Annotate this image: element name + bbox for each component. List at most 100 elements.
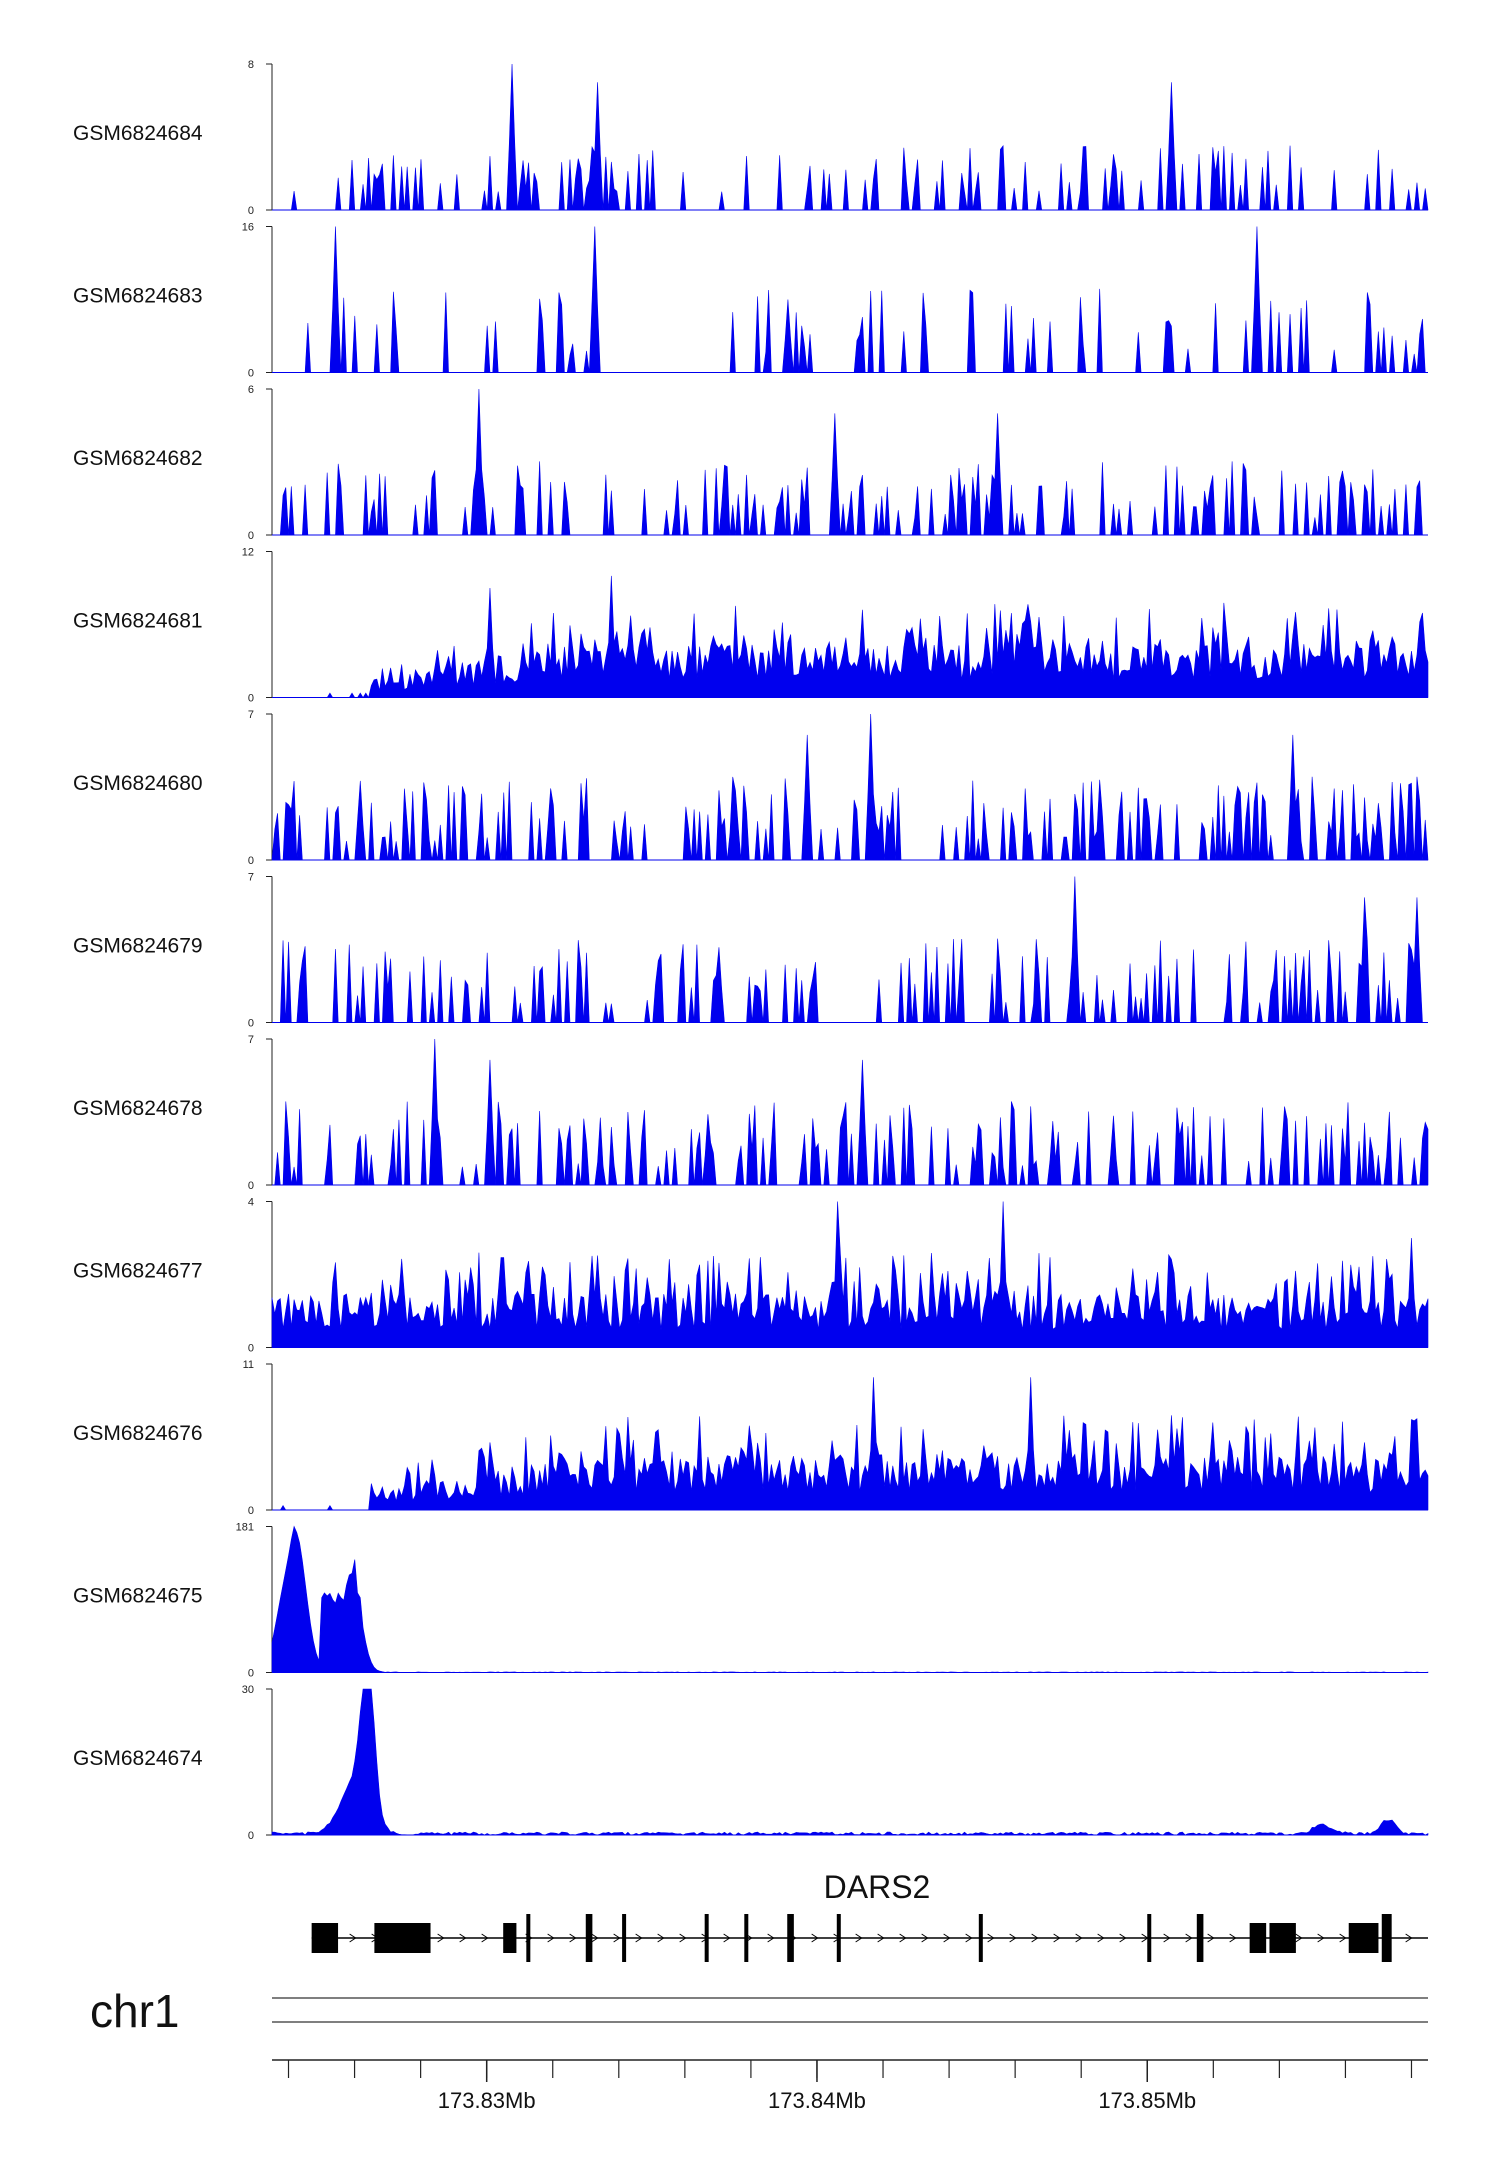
coverage-area (271, 713, 1429, 861)
strand-arrow (679, 1933, 687, 1943)
y-max-label: 7 (248, 709, 254, 721)
strand-arrow (437, 1933, 445, 1943)
track-label: GSM6824684 (73, 122, 203, 145)
strand-arrow (1207, 1933, 1215, 1943)
exon (1196, 1914, 1204, 1962)
strand-arrow (1229, 1933, 1237, 1943)
strand-arrow (767, 1933, 775, 1943)
y-max-label: 12 (242, 547, 254, 559)
chromosome-ideogram: chr1 (90, 1985, 1428, 2037)
y-max-label: 11 (243, 1359, 254, 1371)
strand-arrow (1075, 1933, 1083, 1943)
y-min-label: 0 (248, 1018, 254, 1030)
exon (1348, 1923, 1379, 1953)
track-label: GSM6824679 (73, 934, 203, 957)
exon (1249, 1923, 1267, 1953)
y-max-label: 7 (248, 1034, 254, 1046)
exon (704, 1914, 709, 1962)
exon (526, 1914, 531, 1962)
strand-arrow (1053, 1933, 1061, 1943)
track-GSM6824677: GSM6824677 4 0 (73, 1197, 1429, 1355)
track-label: GSM6824677 (73, 1259, 203, 1282)
exon (978, 1914, 983, 1962)
strand-arrow (459, 1933, 467, 1943)
coverage-area (271, 1525, 1429, 1673)
track-GSM6824674: GSM6824674 30 0 (73, 1684, 1429, 1842)
strand-arrow (943, 1933, 951, 1943)
exon (1269, 1923, 1296, 1953)
strand-arrow (921, 1933, 929, 1943)
exon (744, 1914, 749, 1962)
y-max-label: 8 (248, 59, 254, 71)
y-min-label: 0 (248, 1830, 254, 1842)
y-min-label: 0 (248, 368, 254, 380)
y-min-label: 0 (248, 1505, 254, 1517)
axis-tick-label: 173.84Mb (768, 2088, 866, 2113)
strand-arrow (1185, 1933, 1193, 1943)
y-max-label: 16 (242, 222, 254, 234)
strand-arrow (635, 1933, 643, 1943)
y-min-label: 0 (248, 855, 254, 867)
track-GSM6824676: GSM6824676 11 0 (73, 1359, 1429, 1517)
genome-axis: 173.83Mb 173.84Mb 173.85Mb (272, 2059, 1428, 2113)
coverage-area (271, 1201, 1429, 1348)
strand-arrow (1009, 1933, 1017, 1943)
exon (311, 1923, 339, 1953)
y-max-label: 4 (248, 1197, 254, 1209)
strand-arrow (657, 1933, 665, 1943)
strand-arrow (855, 1933, 863, 1943)
strand-arrow (1405, 1933, 1413, 1943)
exon (1147, 1914, 1152, 1962)
strand-arrow (965, 1933, 973, 1943)
axis-tick-label: 173.85Mb (1098, 2088, 1196, 2113)
exon (374, 1923, 431, 1953)
y-max-label: 7 (248, 872, 254, 884)
track-GSM6824678: GSM6824678 7 0 (73, 1034, 1429, 1192)
y-min-label: 0 (248, 530, 254, 542)
track-label: GSM6824675 (73, 1584, 203, 1607)
track-label: GSM6824682 (73, 447, 203, 470)
strand-arrow (899, 1933, 907, 1943)
strand-arrow (811, 1933, 819, 1943)
y-min-label: 0 (248, 693, 254, 705)
exon (585, 1914, 593, 1962)
exon (836, 1914, 841, 1962)
strand-arrow (1097, 1933, 1105, 1943)
strand-arrow (877, 1933, 885, 1943)
coverage-area (271, 1688, 1429, 1836)
coverage-area (272, 876, 1428, 1023)
track-GSM6824675: GSM6824675 181 0 (73, 1522, 1429, 1680)
strand-arrow (349, 1933, 357, 1943)
track-label: GSM6824681 (73, 609, 203, 632)
y-min-label: 0 (248, 1668, 254, 1680)
track-label: GSM6824680 (73, 772, 203, 795)
track-GSM6824684: GSM6824684 8 0 (73, 59, 1429, 217)
track-label: GSM6824678 (73, 1097, 203, 1120)
strand-arrow (613, 1933, 621, 1943)
y-min-label: 0 (248, 1180, 254, 1192)
gene-model: DARS2 (311, 1869, 1428, 1962)
strand-arrow (591, 1933, 599, 1943)
track-GSM6824680: GSM6824680 7 0 (73, 709, 1429, 867)
track-label: GSM6824683 (73, 284, 203, 307)
track-GSM6824682: GSM6824682 6 0 (73, 384, 1428, 542)
strand-arrow (569, 1933, 577, 1943)
chromosome-label: chr1 (90, 1985, 179, 2037)
signal-tracks: GSM682468480GSM6824683160GSM682468260GSM… (73, 59, 1429, 1842)
coverage-area (272, 1038, 1429, 1186)
strand-arrow (987, 1933, 995, 1943)
axis-tick-label: 173.83Mb (438, 2088, 536, 2113)
strand-arrow (723, 1933, 731, 1943)
strand-arrow (1317, 1933, 1325, 1943)
strand-arrow (1295, 1933, 1303, 1943)
coverage-area (272, 63, 1429, 211)
y-min-label: 0 (248, 1343, 254, 1355)
y-min-label: 0 (248, 205, 254, 217)
y-max-label: 6 (248, 384, 254, 396)
strand-arrow (481, 1933, 489, 1943)
exon (1381, 1914, 1392, 1962)
y-max-label: 30 (242, 1684, 254, 1696)
strand-arrow (1339, 1933, 1347, 1943)
coverage-area (272, 1377, 1429, 1511)
